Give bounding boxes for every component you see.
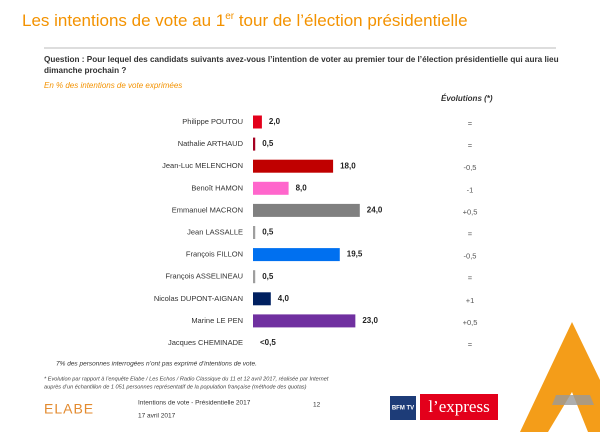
category-label: Benoît HAMON <box>191 183 243 192</box>
decor <box>520 322 600 432</box>
value-label: 24,0 <box>367 206 383 215</box>
evolution: -0,5 <box>464 163 477 172</box>
tv-logo <box>390 396 416 420</box>
value-label: 19,5 <box>347 250 363 259</box>
subtitle: En % des intentions de vote exprimées <box>44 81 182 90</box>
footer-study: Intentions de vote - Présidentielle 2017 <box>138 400 251 407</box>
evolution: = <box>468 119 473 128</box>
evolution: = <box>468 340 473 349</box>
value-label: 23,0 <box>362 316 378 325</box>
footnote: * Evolution par rapport à l’enquête Elab… <box>44 376 329 382</box>
evolution: = <box>468 274 473 283</box>
evolution: = <box>468 229 473 238</box>
evolution: -0,5 <box>464 252 477 261</box>
evolution: +0,5 <box>463 318 478 327</box>
evolution: = <box>468 141 473 150</box>
bar <box>253 314 356 328</box>
tv-logo-text: BFM TV <box>392 406 414 412</box>
question: Question : Pour lequel des candidats sui… <box>44 55 559 64</box>
page-number: 12 <box>313 402 321 409</box>
magazine-logo-text: l’express <box>428 397 489 416</box>
category-label: Jean-Luc MELENCHON <box>162 161 243 170</box>
bar <box>253 226 256 239</box>
value-label: 0,5 <box>262 272 274 281</box>
note: 7% des personnes interrogées n’ont pas e… <box>56 361 257 368</box>
bar <box>253 203 360 217</box>
evolution: +1 <box>466 296 475 305</box>
brand-logo: ELABE <box>44 401 94 417</box>
evolutions-header: Évolutions (*) <box>441 94 493 103</box>
category-label: Emmanuel MACRON <box>172 205 243 214</box>
category-label: Nathalie ARTHAUD <box>178 139 244 148</box>
bar <box>253 137 256 151</box>
footnote: auprès d’un échantillon de 1 051 personn… <box>44 384 307 390</box>
bar <box>253 248 340 262</box>
evolution: -1 <box>467 185 474 194</box>
value-label: 2,0 <box>269 117 281 126</box>
bar <box>253 115 262 129</box>
bar <box>253 159 334 173</box>
bar <box>253 270 256 284</box>
title-text: tour de l’élection présidentielle <box>234 11 467 30</box>
evolution: +0,5 <box>463 207 478 216</box>
title-sup: er <box>225 11 235 22</box>
footer-date: 17 avril 2017 <box>138 413 176 420</box>
value-label: 18,0 <box>340 161 356 170</box>
value-label: 0,5 <box>262 139 274 148</box>
bar <box>253 181 289 195</box>
category-label: Nicolas DUPONT-AIGNAN <box>154 294 243 303</box>
category-label: Marine LE PEN <box>191 316 243 325</box>
bar <box>253 292 271 306</box>
decor <box>552 395 594 405</box>
magazine-logo <box>420 394 498 420</box>
slide-title: Les intentions de vote au 1er tour de l’… <box>22 11 468 31</box>
value-label: 4,0 <box>278 294 290 303</box>
category-label: François ASSELINEAU <box>165 272 243 281</box>
category-label: Jacques CHEMINADE <box>168 338 243 347</box>
title-text: Les intentions de vote au 1 <box>22 11 225 30</box>
category-label: François FILLON <box>186 250 243 259</box>
value-label: 0,5 <box>262 228 274 237</box>
category-label: Philippe POUTOU <box>182 117 243 126</box>
value-label: <0,5 <box>260 338 276 347</box>
question: dimanche prochain ? <box>44 66 126 75</box>
value-label: 8,0 <box>296 183 308 192</box>
category-label: Jean LASSALLE <box>187 227 243 236</box>
